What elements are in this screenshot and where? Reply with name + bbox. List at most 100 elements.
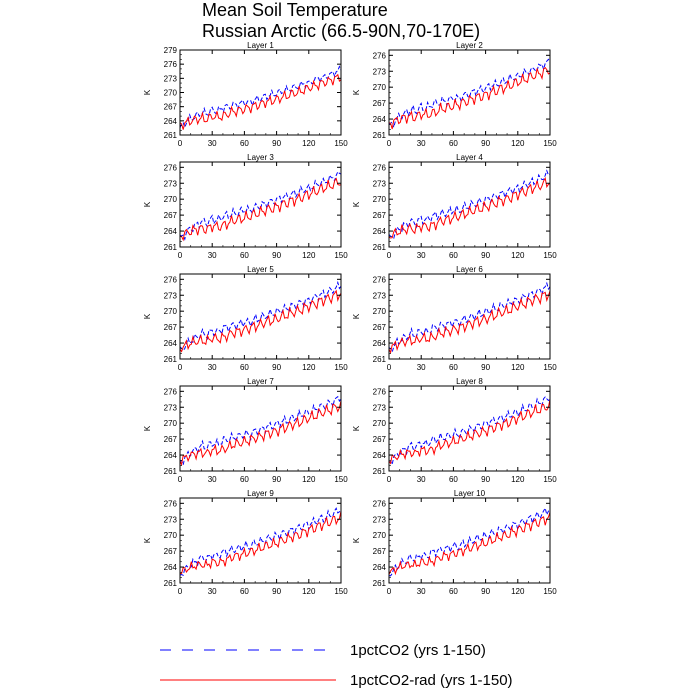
x-tick-label: 0 <box>178 251 183 260</box>
x-tick-label: 90 <box>272 587 281 596</box>
panel-title: Layer 7 <box>247 377 274 386</box>
panel-layer-3: Layer 3 261 264 267 270 273 276 0 30 60 90 120 150 K <box>143 153 348 260</box>
x-tick-label: 120 <box>302 139 316 148</box>
series-line-1pctco2 <box>389 169 550 240</box>
y-tick-label: 267 <box>373 99 387 108</box>
series-lines <box>180 395 341 467</box>
series-line-1pctco2-rad <box>180 400 341 467</box>
y-tick-label: 270 <box>164 419 178 428</box>
y-tick-label: 276 <box>164 60 178 69</box>
y-tick-label: 264 <box>373 227 387 236</box>
series-line-1pctco2 <box>389 396 550 466</box>
x-tick-label: 150 <box>543 587 557 596</box>
x-tick-label: 150 <box>334 475 348 484</box>
y-tick-label: 267 <box>373 547 387 556</box>
series-line-1pctco2-rad <box>389 290 550 355</box>
x-tick-label: 30 <box>417 251 426 260</box>
x-tick-label: 30 <box>417 475 426 484</box>
x-tick-label: 90 <box>272 251 281 260</box>
x-tick-label: 0 <box>387 475 392 484</box>
y-axis-label: K <box>143 425 152 431</box>
y-axis-label: K <box>352 89 361 95</box>
series-line-1pctco2-rad <box>180 73 341 130</box>
series-lines <box>389 506 550 577</box>
series-line-1pctco2 <box>180 280 341 352</box>
y-axis-label: K <box>352 201 361 207</box>
y-tick-label: 261 <box>373 243 387 252</box>
y-tick-label: 264 <box>164 339 178 348</box>
x-tick-label: 150 <box>543 139 557 148</box>
x-tick-label: 120 <box>302 475 316 484</box>
panel-frame <box>388 161 551 248</box>
y-tick-label: 273 <box>164 515 178 524</box>
y-tick-label: 261 <box>164 131 178 140</box>
y-tick-label: 264 <box>373 451 387 460</box>
y-tick-label: 273 <box>373 515 387 524</box>
series-lines <box>389 58 550 130</box>
y-tick-label: 273 <box>373 179 387 188</box>
y-tick-label: 261 <box>373 131 387 140</box>
x-tick-label: 60 <box>240 139 249 148</box>
y-tick-label: 273 <box>373 403 387 412</box>
y-tick-label: 264 <box>164 117 178 126</box>
y-tick-label: 270 <box>373 195 387 204</box>
x-tick-label: 90 <box>272 475 281 484</box>
panel-layer-6: Layer 6 261 264 267 270 273 276 0 30 60 90 120 150 K <box>352 265 557 372</box>
y-tick-label: 273 <box>164 179 178 188</box>
x-tick-label: 60 <box>240 251 249 260</box>
x-tick-label: 0 <box>387 139 392 148</box>
series-line-1pctco2-rad <box>389 399 550 465</box>
y-tick-label: 264 <box>164 227 178 236</box>
series-lines <box>389 281 550 355</box>
y-tick-label: 276 <box>164 275 178 284</box>
series-line-1pctco2 <box>180 170 341 241</box>
series-line-1pctco2 <box>180 65 341 129</box>
y-tick-label: 267 <box>373 435 387 444</box>
x-tick-label: 30 <box>208 251 217 260</box>
x-tick-label: 0 <box>178 363 183 372</box>
x-tick-label: 90 <box>272 363 281 372</box>
x-tick-label: 90 <box>272 139 281 148</box>
y-tick-label: 270 <box>373 83 387 92</box>
y-tick-label: 270 <box>373 307 387 316</box>
panel-title: Layer 1 <box>247 41 274 50</box>
y-tick-label: 276 <box>373 499 387 508</box>
panel-frame <box>179 497 342 584</box>
panel-title: Layer 8 <box>456 377 483 386</box>
panel-frame <box>388 49 551 136</box>
series-line-1pctco2-rad <box>180 177 341 242</box>
series-line-1pctco2-rad <box>180 510 341 575</box>
series-line-1pctco2-rad <box>180 289 341 353</box>
panel-title: Layer 10 <box>454 489 486 498</box>
panel-layer-5: Layer 5 261 264 267 270 273 276 0 30 60 90 120 150 K <box>143 265 348 372</box>
x-tick-label: 0 <box>178 139 183 148</box>
y-axis-label: K <box>143 313 152 319</box>
y-tick-label: 267 <box>373 323 387 332</box>
x-tick-label: 150 <box>543 363 557 372</box>
panel-frame <box>179 273 342 360</box>
legend: 1pctCO2 (yrs 1-150) 1pctCO2-rad (yrs 1-1… <box>160 642 513 689</box>
panel-title: Layer 5 <box>247 265 274 274</box>
panel-layer-7: Layer 7 261 264 267 270 273 276 0 30 60 90 120 150 K <box>143 377 348 484</box>
y-tick-label: 273 <box>164 74 178 83</box>
y-tick-label: 273 <box>373 67 387 76</box>
x-tick-label: 150 <box>543 251 557 260</box>
x-tick-label: 30 <box>208 475 217 484</box>
y-tick-label: 270 <box>373 419 387 428</box>
panel-layer-4: Layer 4 261 264 267 270 273 276 0 30 60 90 120 150 K <box>352 153 557 260</box>
y-tick-label: 276 <box>164 163 178 172</box>
x-tick-label: 120 <box>511 363 525 372</box>
panel-frame <box>179 161 342 248</box>
y-tick-label: 261 <box>164 243 178 252</box>
x-tick-label: 60 <box>449 139 458 148</box>
y-tick-label: 273 <box>373 291 387 300</box>
x-tick-label: 150 <box>334 251 348 260</box>
legend-label-1pctco2-rad: 1pctCO2-rad (yrs 1-150) <box>350 672 513 689</box>
series-lines <box>180 280 341 353</box>
series-line-1pctco2 <box>389 58 550 130</box>
series-lines <box>180 507 341 577</box>
x-tick-label: 0 <box>387 251 392 260</box>
x-tick-label: 60 <box>449 251 458 260</box>
series-lines <box>389 396 550 466</box>
